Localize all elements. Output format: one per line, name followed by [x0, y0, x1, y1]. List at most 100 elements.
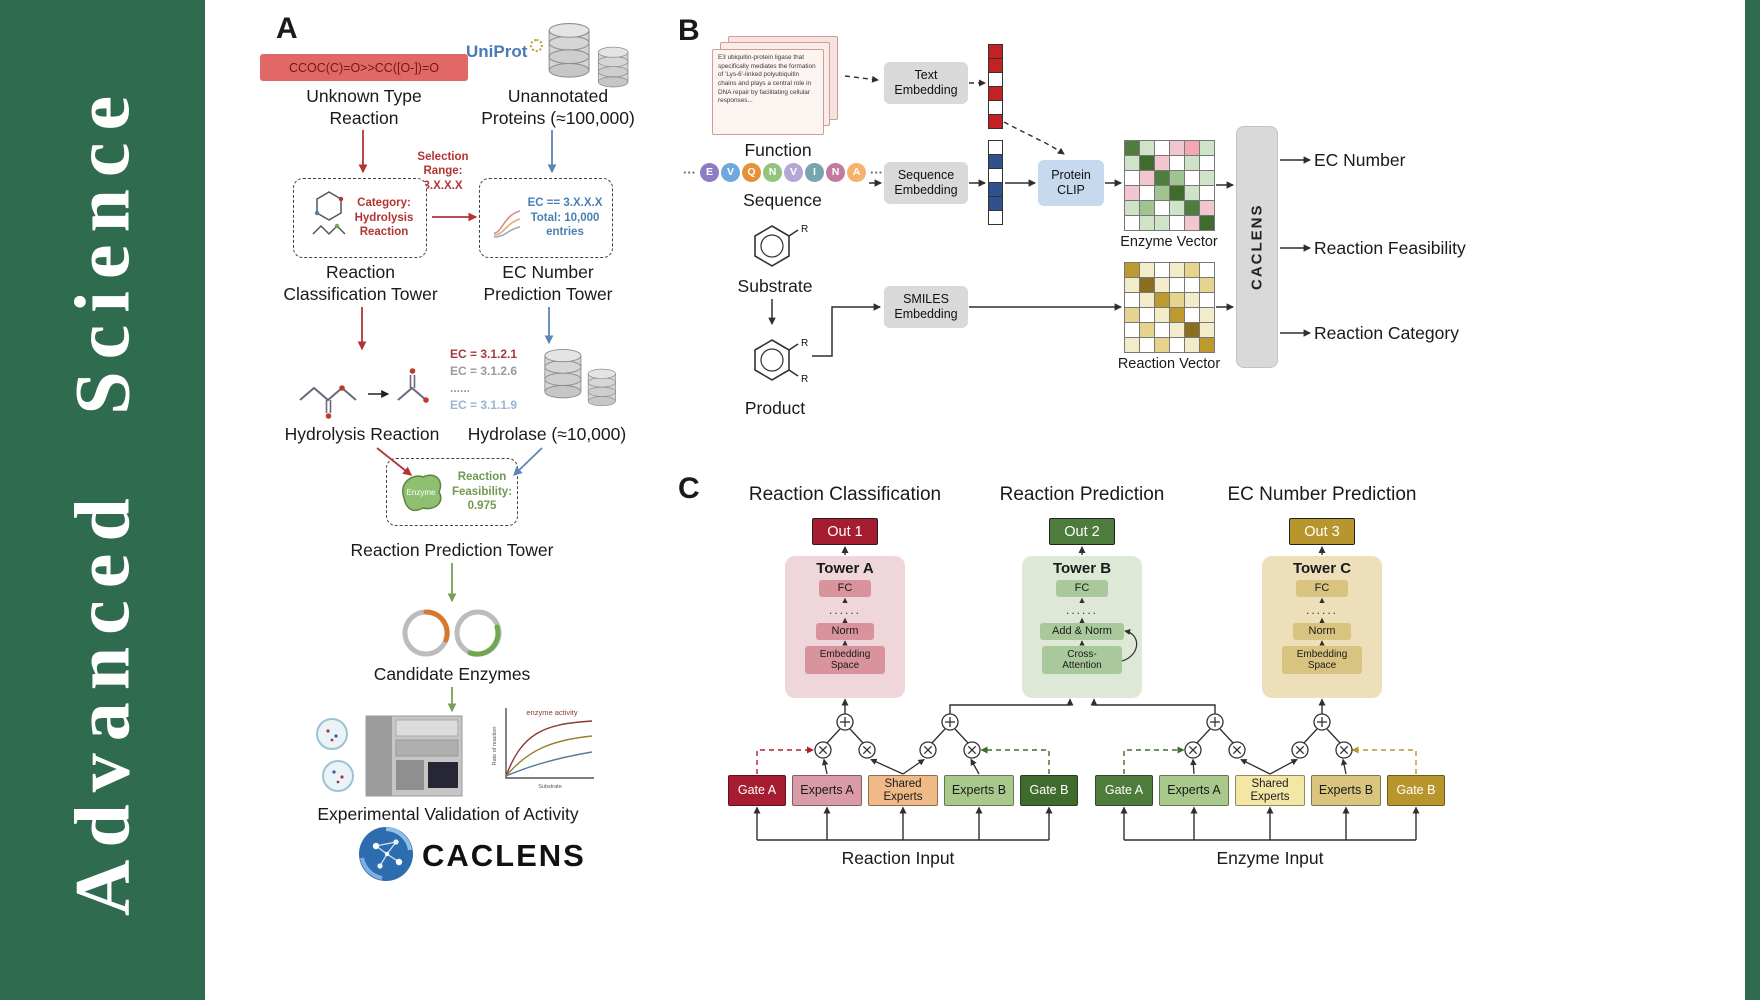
sequence-ellipsis: ···	[870, 164, 883, 180]
vector-cell	[989, 101, 1002, 114]
hydrolase-database-icon	[544, 348, 616, 407]
vector-cell	[989, 183, 1002, 196]
substituent-r: R	[801, 374, 808, 385]
matrix-cell	[1140, 263, 1154, 277]
sequence-residue: Q	[742, 162, 761, 182]
molecule-sketch-icon	[312, 191, 346, 236]
plot-title: enzyme activity	[526, 708, 578, 717]
vector-cell	[989, 115, 1002, 128]
arrow	[1269, 758, 1298, 775]
panel-c-label: C	[678, 472, 700, 505]
sequence-residue: N	[763, 162, 782, 182]
hydrolysis-reaction-label: Hydrolysis Reaction	[284, 424, 440, 444]
smiles-reaction-box: CCOC(C)=O>>CC([O-])=O	[260, 54, 468, 81]
multiply-node	[1228, 741, 1246, 759]
matrix-cell	[1155, 186, 1169, 200]
reaction-prediction-tower-label: Reaction Prediction Tower	[350, 540, 554, 560]
enzyme-shared-experts: Shared Experts	[1235, 775, 1305, 806]
vector-cell	[989, 73, 1002, 86]
sequence-ellipsis: ···	[683, 164, 696, 180]
hydrolysis-molecules	[299, 368, 429, 419]
sequence-residue: N	[826, 162, 845, 182]
plasmid-icons	[402, 609, 502, 657]
matrix-cell	[1125, 156, 1139, 170]
ec-number-list: EC = 3.1.2.1 EC = 3.1.2.6 ...... EC = 3.…	[450, 346, 540, 414]
matrix-cell	[1125, 278, 1139, 292]
enzyme-icon: Enzyme	[401, 474, 442, 512]
matrix-cell	[1200, 278, 1214, 292]
panel-b-label: B	[678, 14, 700, 47]
tower-a-title: Tower A	[816, 560, 874, 577]
tower-a-norm: Norm	[816, 623, 874, 640]
multiply-node	[963, 741, 981, 759]
journal-banner: Advanced Science	[0, 0, 205, 1000]
caclens-logo-icon	[359, 827, 413, 881]
plot-ylabel: Rate of reaction	[492, 727, 498, 766]
output-ec-number: EC Number	[1314, 150, 1406, 170]
ec-selection-box: EC == 3.X.X.X Total: 10,000 entries	[479, 178, 613, 258]
classification-tower-label: Reaction Classification Tower	[283, 262, 438, 304]
substrate-label: Substrate	[737, 276, 813, 296]
function-cards: E3 ubiquitin-protein ligase that specifi…	[712, 36, 848, 140]
matrix-cell	[1140, 278, 1154, 292]
reaction-gate-b: Gate B	[1020, 775, 1078, 806]
enzyme-input-label: Enzyme Input	[1216, 848, 1324, 868]
text-embedding-vector	[988, 44, 1003, 129]
matrix-cell	[1125, 201, 1139, 215]
matrix-cell	[1170, 141, 1184, 155]
matrix-cell	[1140, 308, 1154, 322]
function-card-front: E3 ubiquitin-protein ligase that specifi…	[712, 49, 824, 135]
product-molecule: R R	[754, 338, 808, 385]
matrix-cell	[1140, 171, 1154, 185]
sequence-residue: V	[784, 162, 803, 182]
plot-xlabel: Substrate	[538, 784, 562, 790]
vector-cell	[989, 155, 1002, 168]
arrow	[812, 303, 882, 357]
matrix-cell	[1200, 293, 1214, 307]
selection-range-label: Selection Range: 3.X.X.X	[417, 151, 469, 192]
matrix-cell	[1185, 156, 1199, 170]
caclens-module-box: CACLENS	[1236, 126, 1278, 368]
matrix-cell	[1170, 201, 1184, 215]
substituent-r: R	[801, 224, 808, 235]
tower-c: Tower C FC ...... Norm Embedding Space	[1262, 556, 1382, 698]
matrix-cell	[1200, 263, 1214, 277]
out-1-box: Out 1	[812, 518, 878, 545]
tower-b-add-norm: Add & Norm	[1040, 623, 1124, 640]
reaction-gate-a: Gate A	[728, 775, 786, 806]
feasibility-box: Enzyme Reaction Feasibility: 0.975	[386, 458, 518, 526]
reaction-vector-label: Reaction Vector	[1117, 356, 1221, 372]
matrix-cell	[1185, 338, 1199, 352]
unknown-reaction-label: Unknown Type Reaction	[306, 86, 422, 128]
matrix-cell	[1155, 308, 1169, 322]
matrix-cell	[1125, 141, 1139, 155]
arrow	[1340, 758, 1348, 775]
feasibility-text: Reaction Feasibility: 0.975	[451, 471, 513, 513]
vector-cell	[989, 211, 1002, 224]
text-embedding-box: Text Embedding	[884, 62, 968, 104]
matrix-cell	[1140, 201, 1154, 215]
output-feasibility: Reaction Feasibility	[1314, 238, 1466, 258]
matrix-cell	[1155, 201, 1169, 215]
matrix-cell	[1125, 171, 1139, 185]
tower-c-embedding-space: Embedding Space	[1282, 646, 1362, 674]
matrix-cell	[1170, 216, 1184, 230]
vector-cell	[989, 45, 1002, 58]
matrix-cell	[1140, 323, 1154, 337]
arrow	[1190, 758, 1197, 775]
tower-c-norm: Norm	[1293, 623, 1351, 640]
tower-c-dots: ......	[1305, 603, 1338, 617]
enzyme-experts-b: Experts B	[1311, 775, 1381, 806]
arrow	[844, 75, 879, 83]
protein-clip-box: Protein CLIP	[1038, 160, 1104, 206]
sequence-residue: A	[847, 162, 866, 182]
matrix-cell	[1185, 171, 1199, 185]
tower-b-fc: FC	[1056, 580, 1108, 597]
tower-b: Tower B FC ...... Add & Norm Cross- Atte…	[1022, 556, 1142, 698]
header-reaction-classification: Reaction Classification	[748, 484, 942, 505]
arrow	[513, 447, 543, 476]
smiles-embedding-box: SMILES Embedding	[884, 286, 968, 328]
unannotated-proteins-label: Unannotated Proteins (≈100,000)	[481, 86, 635, 128]
matrix-cell	[1170, 156, 1184, 170]
arrow	[970, 758, 980, 775]
